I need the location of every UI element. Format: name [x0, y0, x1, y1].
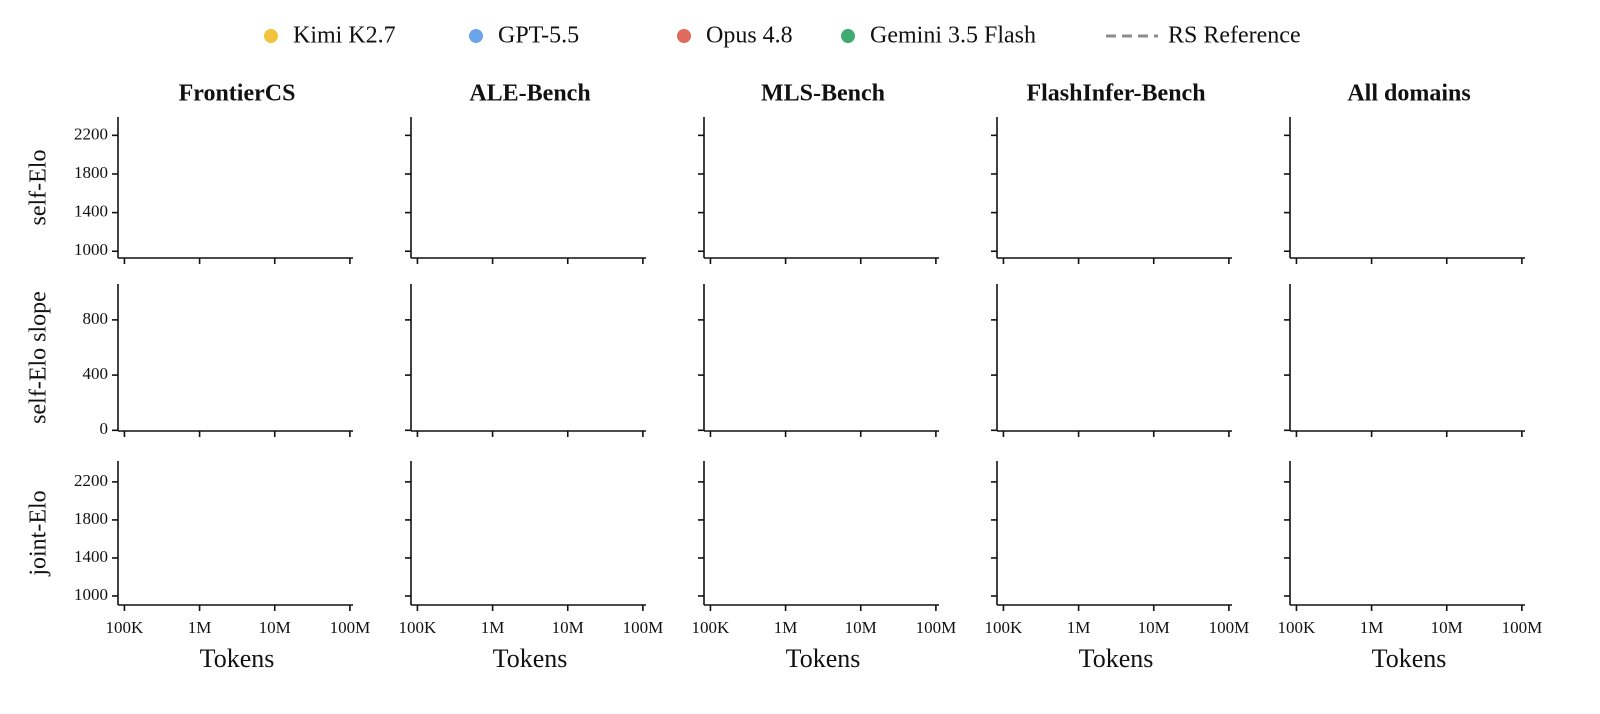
- x-tick-label: 100K: [399, 618, 438, 637]
- y-tick-label: 2200: [74, 471, 108, 490]
- x-tick-label: 100M: [916, 618, 957, 637]
- x-tick-label: 1M: [1360, 618, 1384, 637]
- legend-label: Gemini 3.5 Flash: [870, 23, 1036, 49]
- y-tick-label: 400: [83, 364, 109, 383]
- column-title: All domains: [1347, 81, 1470, 107]
- y-tick-label: 1000: [74, 585, 108, 604]
- x-tick-label: 100K: [985, 618, 1024, 637]
- x-tick-label: 1M: [481, 618, 505, 637]
- x-axis-label: Tokens: [1079, 644, 1154, 673]
- x-axis-label: Tokens: [200, 644, 275, 673]
- y-axis-label: joint-Elo: [26, 490, 52, 576]
- x-tick-label: 1M: [774, 618, 798, 637]
- legend-label: Opus 4.8: [706, 23, 793, 49]
- x-tick-label: 10M: [1431, 618, 1463, 637]
- x-tick-label: 10M: [552, 618, 584, 637]
- legend-label: GPT-5.5: [498, 23, 579, 49]
- x-tick-label: 100K: [106, 618, 145, 637]
- legend-swatch: [264, 29, 278, 43]
- x-tick-label: 10M: [259, 618, 291, 637]
- x-axis-label: Tokens: [786, 644, 861, 673]
- x-tick-label: 10M: [845, 618, 877, 637]
- column-title: MLS-Bench: [761, 81, 885, 107]
- column-title: FlashInfer-Bench: [1026, 81, 1205, 107]
- x-tick-label: 1M: [188, 618, 212, 637]
- x-tick-label: 100M: [1502, 618, 1543, 637]
- x-tick-label: 10M: [1138, 618, 1170, 637]
- x-tick-label: 100M: [1209, 618, 1250, 637]
- legend-label: RS Reference: [1168, 23, 1301, 49]
- legend-swatch: [677, 29, 691, 43]
- y-tick-label: 1400: [74, 547, 108, 566]
- y-tick-label: 0: [100, 419, 109, 438]
- legend-swatch: [469, 29, 483, 43]
- column-title: ALE-Bench: [469, 81, 590, 107]
- y-tick-label: 1800: [74, 163, 108, 182]
- x-tick-label: 100M: [330, 618, 371, 637]
- y-tick-label: 2200: [74, 124, 108, 143]
- x-axis-label: Tokens: [1372, 644, 1447, 673]
- x-tick-label: 100K: [1278, 618, 1317, 637]
- y-tick-label: 800: [83, 309, 109, 328]
- column-title: FrontierCS: [179, 81, 296, 107]
- legend-swatch: [841, 29, 855, 43]
- y-axis-label: self-Elo slope: [26, 291, 52, 424]
- y-tick-label: 1400: [74, 202, 108, 221]
- x-axis-label: Tokens: [493, 644, 568, 673]
- x-tick-label: 100M: [623, 618, 664, 637]
- y-axis-label: self-Elo: [26, 150, 52, 226]
- x-tick-label: 100K: [692, 618, 731, 637]
- y-tick-label: 1800: [74, 509, 108, 528]
- legend-label: Kimi K2.7: [293, 23, 396, 49]
- x-tick-label: 1M: [1067, 618, 1091, 637]
- y-tick-label: 1000: [74, 240, 108, 259]
